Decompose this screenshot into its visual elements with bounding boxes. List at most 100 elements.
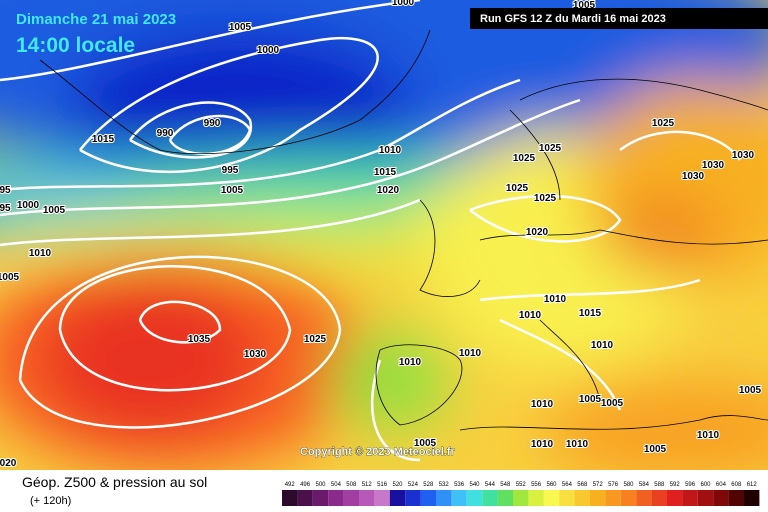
isobar-label: 1010 xyxy=(519,310,542,321)
isobar-label: 1005 xyxy=(739,385,762,396)
colorbar-swatch xyxy=(513,490,529,506)
isobar-label: 1015 xyxy=(579,308,602,319)
map-field: 1005100099099099510051015101010151020100… xyxy=(0,0,768,470)
isobar-label: 990 xyxy=(204,118,221,129)
colorbar-swatch xyxy=(667,490,683,506)
colorbar-label: 520 xyxy=(392,482,403,488)
colorbar-swatch xyxy=(651,490,667,506)
colorbar-label: 580 xyxy=(623,482,634,488)
copyright: Copyright © 2023 Meteociel.fr xyxy=(300,446,456,458)
colorbar-swatch xyxy=(574,490,590,506)
colorbar-label: 540 xyxy=(469,482,480,488)
colorbar-label: 552 xyxy=(516,482,527,488)
colorbar-label: 512 xyxy=(362,482,373,488)
isobar-label: 1010 xyxy=(29,248,52,259)
isobar-label: 1020 xyxy=(526,227,549,238)
colorbar-swatch xyxy=(451,490,467,506)
colorbar-label: 584 xyxy=(639,482,650,488)
isobar-label: 1000 xyxy=(17,200,40,211)
colorbar-label: 544 xyxy=(485,482,496,488)
footer-lead: (+ 120h) xyxy=(30,495,71,507)
date: Dimanche 21 mai 2023 xyxy=(16,11,176,28)
isobar-labels: 1005100099099099510051015101010151020100… xyxy=(0,0,763,470)
isobar-label: 1010 xyxy=(566,439,589,450)
colorbar-swatch xyxy=(312,490,329,506)
isobar-label: 1025 xyxy=(304,334,327,345)
local-time: 14:00 locale xyxy=(16,34,135,57)
colorbar-swatch xyxy=(297,490,313,506)
colorbar-label: 508 xyxy=(346,482,357,488)
colorbar-label: 536 xyxy=(454,482,465,488)
colorbar-swatch xyxy=(405,490,421,506)
isobar-label: 020 xyxy=(0,458,17,469)
isobar-label: 1000 xyxy=(392,0,415,8)
isobar-label: 1025 xyxy=(652,118,675,129)
isobar-label: 95 xyxy=(0,203,11,214)
isobar-label: 1010 xyxy=(531,439,554,450)
colorbar-label: 576 xyxy=(608,482,619,488)
isobar-label: 1010 xyxy=(697,430,720,441)
isobars xyxy=(0,0,742,462)
colorbar-label: 532 xyxy=(439,482,450,488)
isobar-label: 1000 xyxy=(257,45,280,56)
colorbar-label: 496 xyxy=(300,482,311,488)
colorbar-swatch xyxy=(682,490,698,506)
isobar-label: 1035 xyxy=(188,334,211,345)
run-box xyxy=(470,8,768,29)
run-info: Run GFS 12 Z du Mardi 16 mai 2023 xyxy=(480,13,666,25)
colorbar-label: 564 xyxy=(562,482,573,488)
colorbar-swatch xyxy=(497,490,513,506)
colorbar-swatch xyxy=(697,490,714,506)
colorbar-swatch xyxy=(620,490,637,506)
isobar-label: 1010 xyxy=(379,145,402,156)
colorbar-label: 528 xyxy=(423,482,434,488)
colorbar-label: 588 xyxy=(654,482,665,488)
colorbar-label: 500 xyxy=(315,482,326,488)
isobar-label: 1020 xyxy=(377,185,400,196)
colorbar-swatch xyxy=(482,490,498,506)
isobar-label: 1005 xyxy=(414,438,437,449)
colorbar-swatch xyxy=(744,490,760,506)
coastlines xyxy=(39,29,768,431)
colorbar-swatch xyxy=(528,490,544,506)
colorbar-label: 516 xyxy=(377,482,388,488)
colorbar-swatch xyxy=(466,490,483,506)
colorbar-swatch xyxy=(374,490,390,506)
colorbar-label: 604 xyxy=(716,482,727,488)
colorbar-label: 492 xyxy=(285,482,296,488)
colorbar-label: 572 xyxy=(593,482,604,488)
colorbar-label: 592 xyxy=(670,482,681,488)
colorbar-swatch xyxy=(389,490,406,506)
isobar-label: 1010 xyxy=(459,348,482,359)
isobar-label: 1005 xyxy=(601,398,624,409)
colorbar-label: 568 xyxy=(577,482,588,488)
colorbar-label: 608 xyxy=(731,482,742,488)
colorbar-swatch xyxy=(728,490,744,506)
isobar-label: 995 xyxy=(222,165,239,176)
colorbar-swatch xyxy=(436,490,452,506)
colorbar-swatch xyxy=(328,490,344,506)
isobar-label: 990 xyxy=(157,128,174,139)
colorbar-swatch xyxy=(543,490,560,506)
isobar-label: 1005 xyxy=(644,444,667,455)
colorbar-swatch xyxy=(636,490,652,506)
colorbar-label: 524 xyxy=(408,482,419,488)
colorbar-swatch xyxy=(420,490,436,506)
isobar-label: 1005 xyxy=(43,205,66,216)
isobar-label: 1005 xyxy=(0,272,20,283)
colorbar-swatch xyxy=(282,490,298,506)
colorbar-label: 560 xyxy=(546,482,557,488)
colorbar-label: 600 xyxy=(700,482,711,488)
isobar-label: 1030 xyxy=(682,171,705,182)
isobar-label: 95 xyxy=(0,185,11,196)
colorbar-swatch xyxy=(590,490,606,506)
isobar-label: 1015 xyxy=(374,167,397,178)
colorbar-label: 504 xyxy=(331,482,342,488)
isobar-label: 1030 xyxy=(702,160,725,171)
isobar-label: 1030 xyxy=(244,349,267,360)
isobar-label: 1015 xyxy=(92,134,115,145)
isobar-label: 1010 xyxy=(399,357,422,368)
isobar-label: 1010 xyxy=(531,399,554,410)
isobar-label: 1025 xyxy=(513,153,536,164)
